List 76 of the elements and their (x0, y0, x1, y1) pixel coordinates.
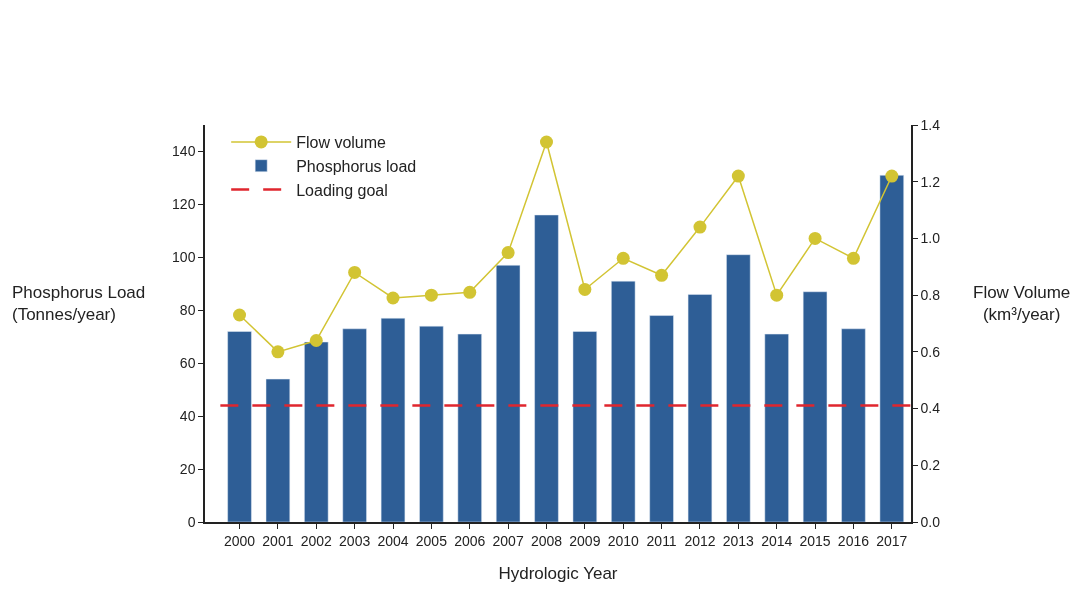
point (501, 246, 515, 260)
point (271, 345, 285, 359)
x-tick-label: 2012 (684, 532, 716, 549)
bar (841, 328, 866, 522)
point (770, 288, 784, 302)
point (540, 135, 553, 149)
bar (687, 294, 713, 522)
y2-tick-label: 0.2 (920, 457, 941, 474)
y-tick-label: 120 (172, 196, 196, 213)
x-tick-label: 2015 (799, 532, 831, 549)
x-tick-label: 2001 (262, 532, 294, 549)
x-tick-label: 2004 (377, 532, 409, 549)
bar (879, 175, 904, 522)
bar (227, 331, 252, 522)
y-tick-label: 0 (187, 513, 196, 530)
x-tick-label: 2005 (415, 532, 448, 549)
bar (457, 333, 482, 522)
y-tick-label: 140 (172, 143, 196, 160)
point (846, 251, 860, 265)
bar (304, 341, 329, 522)
point (731, 169, 745, 183)
y2-tick-label: 1.0 (920, 230, 941, 247)
x-tick-label: 2014 (761, 532, 793, 549)
bar (534, 214, 559, 522)
x-tick-label: 2003 (339, 532, 371, 549)
x-tick-label: 2008 (530, 532, 563, 549)
point (885, 169, 899, 183)
x-tick-label: 2000 (223, 532, 256, 549)
legend-label: Phosphorus load (296, 157, 417, 175)
y-tick-label: 20 (179, 460, 196, 477)
y2-tick-label: 0.8 (920, 287, 941, 304)
y2-tick-label: 1.2 (920, 173, 941, 190)
point (655, 268, 669, 282)
x-tick-label: 2009 (569, 532, 601, 549)
point (386, 291, 400, 305)
bar (495, 265, 521, 522)
x-tick-label: 2017 (876, 532, 908, 549)
point (578, 282, 592, 296)
point (233, 308, 247, 322)
bar (726, 254, 751, 522)
bar (764, 333, 789, 522)
bar (380, 317, 406, 522)
y-tick-label: 80 (179, 302, 196, 319)
x-axis-title: Hydrologic Year (498, 564, 618, 584)
bar (419, 325, 444, 522)
point (616, 251, 630, 265)
y-tick-label: 40 (179, 408, 196, 425)
bar (649, 315, 674, 522)
point (424, 288, 438, 302)
y2-axis-title: Flow Volume (km³/year) (973, 283, 1071, 325)
point (348, 265, 362, 279)
y2-tick-label: 0.4 (920, 400, 941, 417)
legend-label: Loading goal (296, 181, 388, 199)
bar (342, 328, 367, 522)
x-tick-label: 2002 (300, 532, 333, 549)
x-tick-label: 2006 (454, 532, 486, 549)
bar (265, 378, 291, 522)
point (808, 231, 822, 245)
x-tick-label: 2013 (722, 532, 755, 549)
bar (572, 331, 597, 522)
x-tick-label: 2010 (607, 532, 640, 549)
x-tick-label: 2016 (837, 532, 870, 549)
y-axis-title: Phosphorus Load (Tonnes/year) (12, 283, 146, 325)
legend-label: Flow volume (296, 134, 387, 152)
point (463, 285, 477, 299)
bar (611, 280, 636, 522)
point (309, 334, 323, 347)
x-tick-label: 2011 (646, 532, 677, 549)
y2-tick-label: 1.4 (920, 116, 941, 133)
bar (802, 291, 828, 522)
y2-tick-label: 0.0 (920, 513, 941, 530)
x-tick-label: 2007 (492, 532, 524, 549)
y-tick-label: 100 (172, 249, 196, 266)
point (693, 220, 707, 234)
y2-tick-label: 0.6 (920, 343, 941, 360)
y-tick-label: 60 (179, 355, 196, 372)
